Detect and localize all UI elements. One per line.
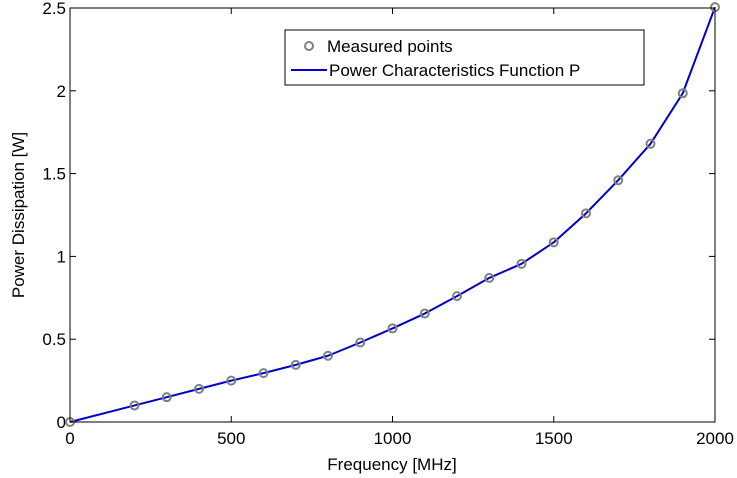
plot-frame <box>69 7 716 423</box>
y-tick-label: 2.5 <box>42 0 66 18</box>
legend: Measured points Power Characteristics Fu… <box>284 29 645 86</box>
measured-point <box>516 258 527 269</box>
y-tick-label: 0.5 <box>42 330 66 349</box>
x-tick-label: 0 <box>65 429 74 448</box>
measured-point <box>452 291 462 302</box>
measured-point <box>387 323 398 334</box>
power-function-line <box>69 6 716 423</box>
x-tick-label: 500 <box>217 429 245 448</box>
x-axis-label: Frequency [MHz] <box>327 455 456 474</box>
series-layer <box>65 2 720 427</box>
x-tick-label: 1000 <box>374 429 412 448</box>
measured-point <box>129 400 140 411</box>
measured-point <box>613 175 624 186</box>
y-tick-label: 1 <box>57 247 66 266</box>
measured-point <box>419 308 430 319</box>
measured-point <box>677 88 688 99</box>
measured-point <box>194 383 204 394</box>
legend-marker-measured-points <box>304 41 314 51</box>
measured-point <box>355 337 366 348</box>
legend-box <box>284 29 645 86</box>
measured-point <box>645 138 656 149</box>
measured-point <box>161 392 172 403</box>
legend-label-measured-points: Measured points <box>327 37 453 56</box>
y-axis-label: Power Dissipation [W] <box>9 132 28 298</box>
measured-point <box>323 350 333 361</box>
legend-label-power-function: Power Characteristics Function P <box>329 61 580 80</box>
x-tick-label: 1500 <box>535 429 573 448</box>
measured-point <box>258 368 269 379</box>
x-axis-ticks: 0 500 1000 1500 2000 <box>65 8 734 448</box>
y-tick-label: 2 <box>57 82 66 101</box>
x-tick-label: 2000 <box>696 429 734 448</box>
measured-point <box>548 237 559 248</box>
y-tick-label: 1.5 <box>42 165 66 184</box>
measured-point <box>226 375 237 386</box>
measured-point <box>290 359 301 370</box>
measured-point <box>581 208 591 219</box>
measured-point <box>484 272 495 283</box>
y-tick-label: 0 <box>57 413 66 432</box>
y-axis-ticks: 0 0.5 1 1.5 2 2.5 <box>42 0 715 432</box>
